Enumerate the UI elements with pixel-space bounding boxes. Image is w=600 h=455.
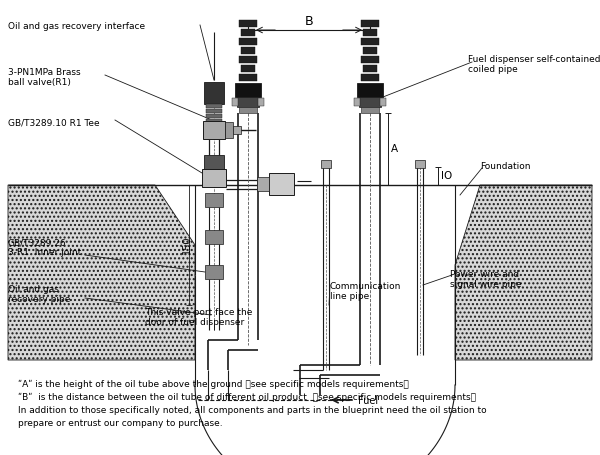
Text: coiled pipe: coiled pipe (468, 65, 518, 74)
Text: 3-PN1MPa Brass: 3-PN1MPa Brass (8, 68, 80, 77)
Text: Fuel: Fuel (358, 396, 378, 406)
Bar (357, 83, 383, 97)
Bar (241, 65, 255, 72)
Bar (205, 265, 223, 279)
Text: Fuel dispenser self-contained: Fuel dispenser self-contained (468, 55, 600, 64)
Text: ball valve(R1): ball valve(R1) (8, 78, 71, 87)
Text: ʺAʺ is the height of the oil tube above the ground （see specific models requirem: ʺAʺ is the height of the oil tube above … (18, 380, 409, 389)
Text: door of fuel dispenser: door of fuel dispenser (145, 318, 244, 327)
Text: Communication: Communication (330, 282, 401, 291)
Bar (257, 177, 269, 191)
Bar (233, 126, 241, 134)
Bar (363, 65, 377, 72)
Text: B: B (305, 15, 313, 28)
Bar (206, 109, 222, 113)
Bar (235, 83, 261, 97)
Bar (232, 98, 238, 106)
Bar (361, 56, 379, 63)
Bar (202, 169, 226, 187)
Bar (205, 193, 223, 207)
Text: Power wire and: Power wire and (450, 270, 519, 279)
Bar (239, 20, 257, 27)
Polygon shape (8, 185, 195, 360)
Text: Oil and gas recovery interface: Oil and gas recovery interface (8, 22, 145, 31)
Text: IO: IO (441, 171, 452, 181)
Bar (237, 97, 259, 107)
Bar (239, 56, 257, 63)
Text: ʺBʺ  is the distance between the oil tube of different oil product  （see specifi: ʺBʺ is the distance between the oil tube… (18, 393, 476, 402)
Bar (239, 38, 257, 45)
Bar (241, 47, 255, 54)
Text: prepare or entrust our company to purchase.: prepare or entrust our company to purcha… (18, 419, 223, 428)
Text: A: A (391, 144, 398, 154)
Bar (363, 29, 377, 36)
Text: 3-R1  Inner joint: 3-R1 Inner joint (8, 248, 81, 257)
Bar (415, 160, 425, 168)
Bar (361, 107, 379, 113)
Polygon shape (455, 185, 592, 360)
Bar (361, 20, 379, 27)
Bar (204, 82, 224, 104)
Bar (361, 38, 379, 45)
Text: In addition to those specifically noted, all components and parts in the bluepri: In addition to those specifically noted,… (18, 406, 487, 415)
Text: This valve port face the: This valve port face the (145, 308, 253, 317)
Text: GB/T3289.26: GB/T3289.26 (8, 238, 67, 247)
Bar (241, 29, 255, 36)
Bar (205, 230, 223, 244)
Bar (206, 114, 222, 118)
Text: recovery pipe: recovery pipe (8, 295, 70, 304)
Bar (380, 98, 386, 106)
Bar (203, 121, 225, 139)
Bar (239, 74, 257, 81)
Bar (204, 155, 224, 169)
Bar (206, 119, 222, 123)
Text: line pipe: line pipe (330, 292, 369, 301)
Text: Oil and gas: Oil and gas (8, 285, 59, 294)
Bar (354, 98, 360, 106)
Text: 150: 150 (182, 236, 192, 254)
Text: Foundation: Foundation (480, 162, 530, 171)
Bar (225, 122, 233, 138)
Bar (361, 74, 379, 81)
Text: signal wire pipe: signal wire pipe (450, 280, 521, 289)
Bar (363, 47, 377, 54)
Text: GB/T3289.10 R1 Tee: GB/T3289.10 R1 Tee (8, 118, 100, 127)
Bar (258, 98, 264, 106)
Bar (359, 97, 381, 107)
Bar (206, 104, 222, 108)
Bar (239, 107, 257, 113)
Bar (269, 173, 294, 195)
Bar (321, 160, 331, 168)
